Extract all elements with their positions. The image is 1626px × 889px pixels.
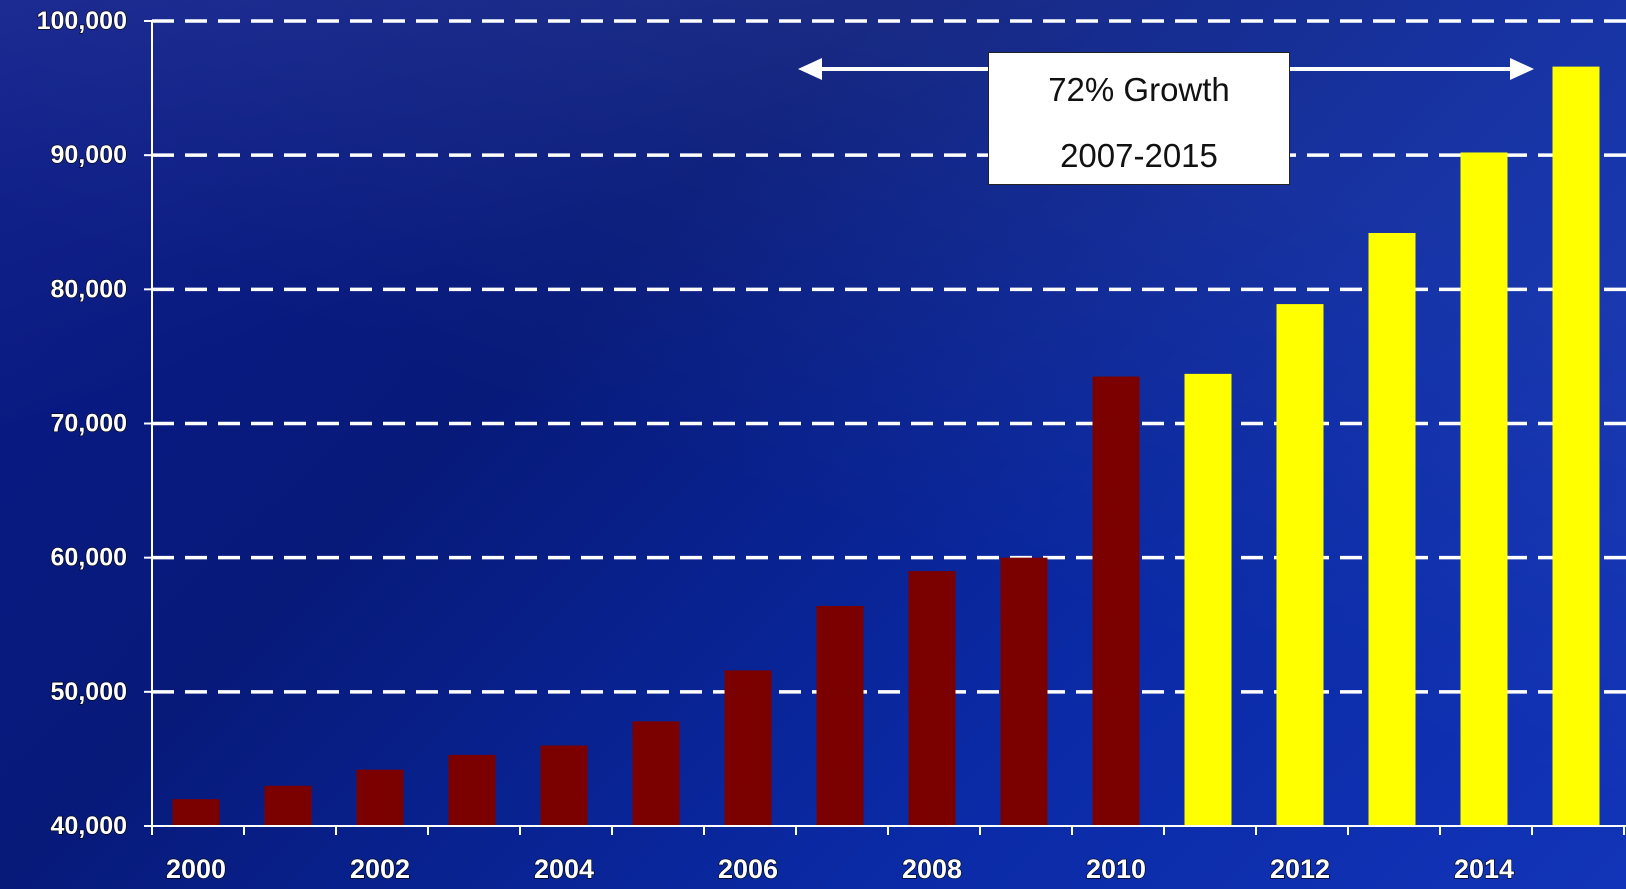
- y-tick-labels: 40,000 50,000 60,000 70,000 80,000 90,000 100,…: [36, 6, 128, 840]
- x-tick-label: 2006: [718, 854, 778, 884]
- x-tick-labels: 2000 2002 2004 2006 2008 2010 2012 2014: [165, 853, 1514, 884]
- bar-2007: [816, 605, 864, 826]
- x-tick-label: 2012: [1270, 854, 1330, 884]
- bar-2000: [172, 799, 220, 826]
- annotation-line-1: 72% Growth: [1048, 71, 1230, 108]
- bar-2010: [1092, 376, 1140, 826]
- y-tick-label: 50,000: [51, 678, 127, 706]
- bars-layer: [172, 66, 1600, 826]
- y-tick-label: 60,000: [51, 544, 127, 572]
- annotation-line-2: 2007-2015: [1060, 137, 1218, 174]
- bar-2003: [448, 754, 496, 826]
- bar-2013: [1368, 232, 1416, 826]
- bar-2005: [632, 721, 680, 826]
- bar-2002: [356, 769, 404, 826]
- y-tick-label: 70,000: [51, 410, 127, 438]
- y-tick-label: 80,000: [51, 275, 127, 303]
- bar-2009: [1000, 557, 1048, 826]
- arrow-head-right: [1510, 58, 1534, 80]
- arrow-head-left: [798, 58, 822, 80]
- bar-2014: [1460, 152, 1508, 826]
- x-tick-label: 2014: [1454, 854, 1514, 884]
- bar-2011: [1184, 373, 1232, 826]
- growth-annotation-box: 72% Growth 2007-2015: [988, 52, 1290, 185]
- axis-layer: [144, 20, 1626, 835]
- bar-2008: [908, 571, 956, 826]
- bar-2015: [1552, 66, 1600, 826]
- bar-2012: [1276, 304, 1324, 826]
- y-tick-label: 90,000: [51, 141, 127, 169]
- x-tick-label: 2002: [350, 854, 410, 884]
- y-tick-label: 40,000: [51, 812, 127, 840]
- y-tick-label: 100,000: [37, 7, 127, 35]
- x-tick-label: 2000: [166, 854, 226, 884]
- x-tick-label: 2010: [1086, 854, 1146, 884]
- x-tick-label: 2004: [534, 854, 594, 884]
- bar-2001: [264, 785, 312, 826]
- bar-2004: [540, 745, 588, 826]
- x-tick-label: 2008: [902, 854, 962, 884]
- bar-2006: [724, 670, 772, 826]
